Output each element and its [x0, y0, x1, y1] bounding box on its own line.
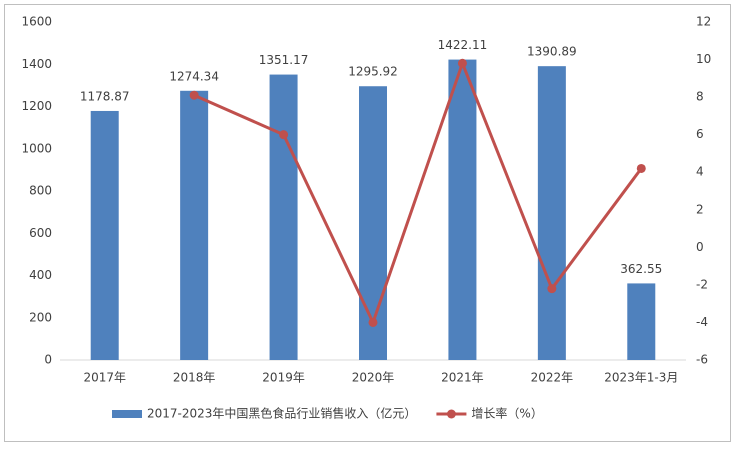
x-tick-label: 2023年1-3月: [604, 371, 678, 385]
bar: [90, 110, 119, 360]
y-tick-label: 600: [29, 226, 52, 240]
line-marker: [457, 58, 467, 68]
bar: [537, 66, 566, 360]
y2-tick-label: -6: [696, 353, 708, 367]
y2-tick-label: -4: [696, 315, 708, 329]
bar: [448, 59, 477, 361]
y2-tick-label: 6: [696, 127, 704, 141]
y-tick-label: 1200: [21, 99, 52, 113]
x-tick-label: 2020年: [352, 371, 395, 385]
legend-swatch: [112, 410, 142, 418]
data-label: 1390.89: [527, 45, 577, 59]
y2-tick-label: -2: [696, 277, 708, 291]
data-label: 362.55: [620, 262, 662, 276]
line-marker: [368, 317, 378, 327]
line-marker: [636, 163, 646, 173]
y-tick-label: 400: [29, 268, 52, 282]
data-label: 1351.17: [259, 53, 309, 67]
data-label: 1178.87: [80, 89, 130, 103]
bar: [627, 283, 656, 360]
x-tick-label: 2021年: [441, 371, 484, 385]
y2-tick-label: 2: [696, 202, 704, 216]
y-tick-label: 1000: [21, 141, 52, 155]
data-label: 1295.92: [348, 65, 398, 79]
bar: [359, 86, 387, 360]
y2-tick-label: 10: [696, 52, 711, 66]
y2-tick-label: 4: [696, 165, 704, 179]
line-marker: [547, 284, 557, 294]
legend-label: 增长率（%）: [471, 406, 542, 421]
data-label: 1422.11: [438, 38, 488, 52]
y2-tick-label: 0: [696, 240, 704, 254]
x-tick-label: 2017年: [83, 371, 126, 385]
y-tick-label: 0: [44, 353, 52, 367]
bar: [269, 74, 298, 360]
bar: [180, 90, 209, 360]
x-tick-label: 2018年: [173, 371, 216, 385]
line: [193, 58, 643, 327]
data-label: 1274.34: [169, 69, 219, 83]
line-marker: [279, 130, 289, 140]
legend-label: 2017-2023年中国黑色食品行业销售收入（亿元）: [147, 406, 416, 421]
x-tick-label: 2022年: [531, 371, 574, 385]
line-marker: [189, 90, 199, 100]
legend-swatch: [446, 409, 456, 419]
y2-tick-label: 8: [696, 90, 704, 104]
x-tick-label: 2019年: [262, 371, 305, 385]
y-tick-label: 1600: [21, 15, 52, 29]
y2-tick-label: 12: [696, 15, 711, 29]
y-tick-label: 800: [29, 184, 52, 198]
y-tick-label: 1400: [21, 57, 52, 71]
y-tick-label: 200: [29, 310, 52, 324]
